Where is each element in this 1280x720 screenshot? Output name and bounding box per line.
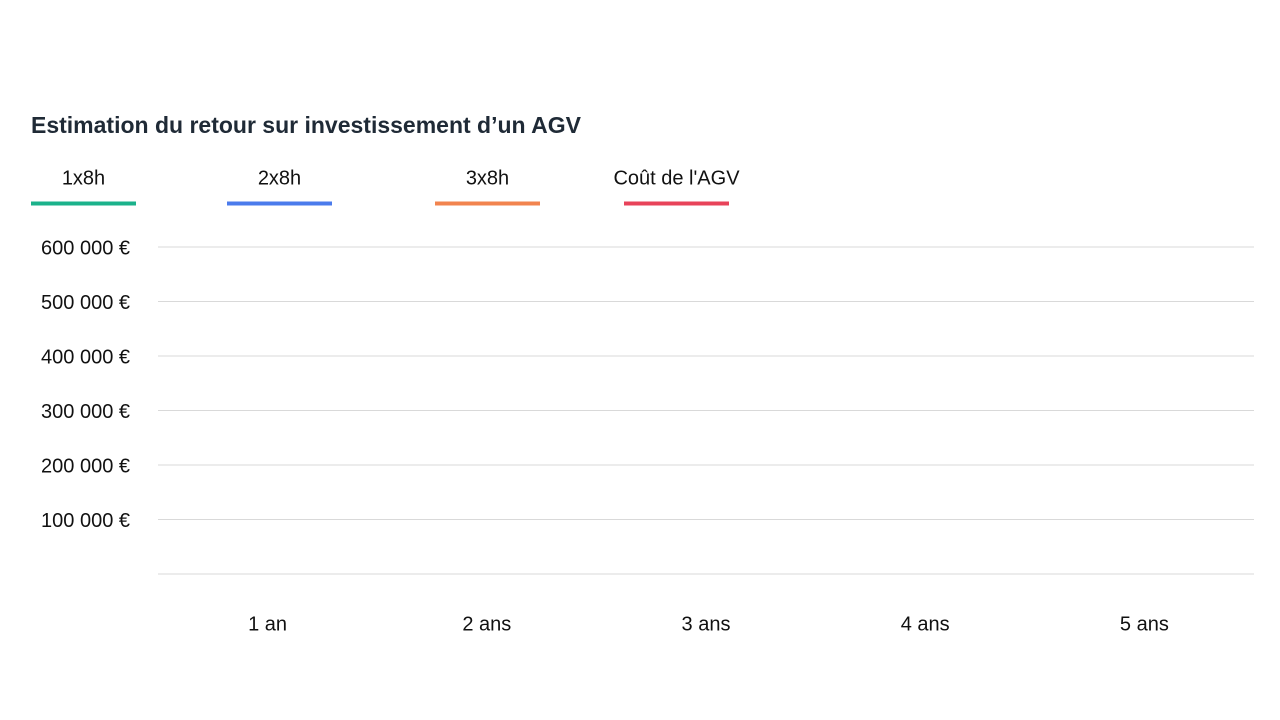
x-tick-label: 1 an (248, 613, 287, 635)
y-tick-label: 100 000 € (41, 510, 130, 532)
legend-label: 3x8h (466, 167, 509, 189)
x-tick-label: 4 ans (901, 613, 950, 635)
legend-label: Coût de l'AGV (613, 167, 740, 189)
y-tick-label: 600 000 € (41, 237, 130, 259)
y-tick-label: 300 000 € (41, 401, 130, 423)
y-tick-label: 500 000 € (41, 292, 130, 314)
chart-title: Estimation du retour sur investissement … (31, 112, 582, 138)
x-tick-label: 5 ans (1120, 613, 1169, 635)
y-tick-label: 400 000 € (41, 346, 130, 368)
x-tick-label: 3 ans (682, 613, 731, 635)
y-tick-label: 200 000 € (41, 455, 130, 477)
x-tick-label: 2 ans (462, 613, 511, 635)
legend-label: 1x8h (62, 167, 105, 189)
legend-label: 2x8h (258, 167, 301, 189)
